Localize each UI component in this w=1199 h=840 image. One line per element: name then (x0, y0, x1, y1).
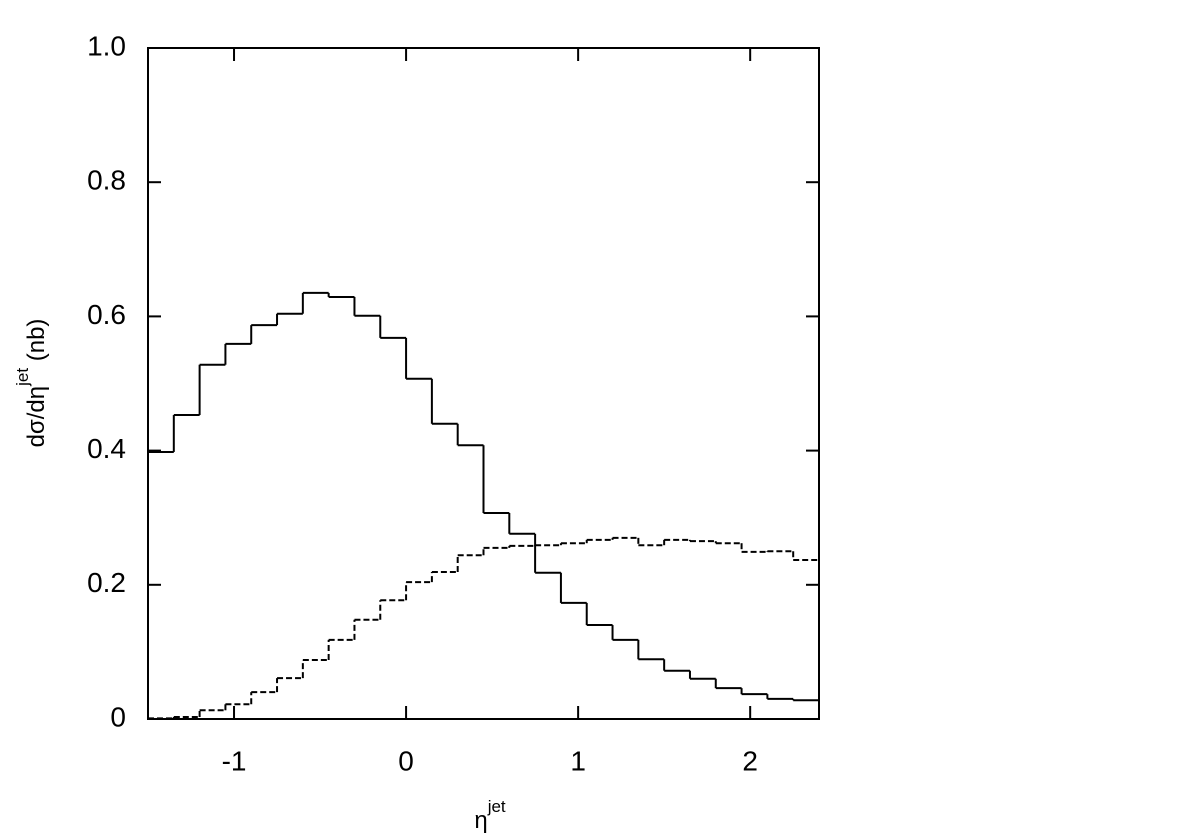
y-tick-label: 1.0 (87, 30, 126, 61)
x-axis-label: ηjet (474, 797, 506, 834)
y-tick-label: 0.6 (87, 299, 126, 330)
y-tick-label: 0.8 (87, 165, 126, 196)
x-tick-label: 0 (398, 745, 414, 776)
y-tick-label: 0.2 (87, 567, 126, 598)
plot-frame (147, 47, 820, 720)
y-axis-label: dσ/dηjet (nb) (13, 319, 50, 448)
x-label-sup: jet (487, 797, 506, 816)
x-label-base: η (474, 807, 487, 834)
y-tick-label: 0.4 (87, 433, 126, 464)
y-tick-label: 0 (110, 701, 126, 732)
x-tick-label: -1 (222, 745, 247, 776)
y-label-rest: (nb) (23, 319, 50, 368)
x-tick-label: 2 (742, 745, 758, 776)
y-label-base: dσ/dη (23, 386, 50, 448)
y-label-sup: jet (13, 368, 32, 387)
x-tick-label: 1 (570, 745, 586, 776)
